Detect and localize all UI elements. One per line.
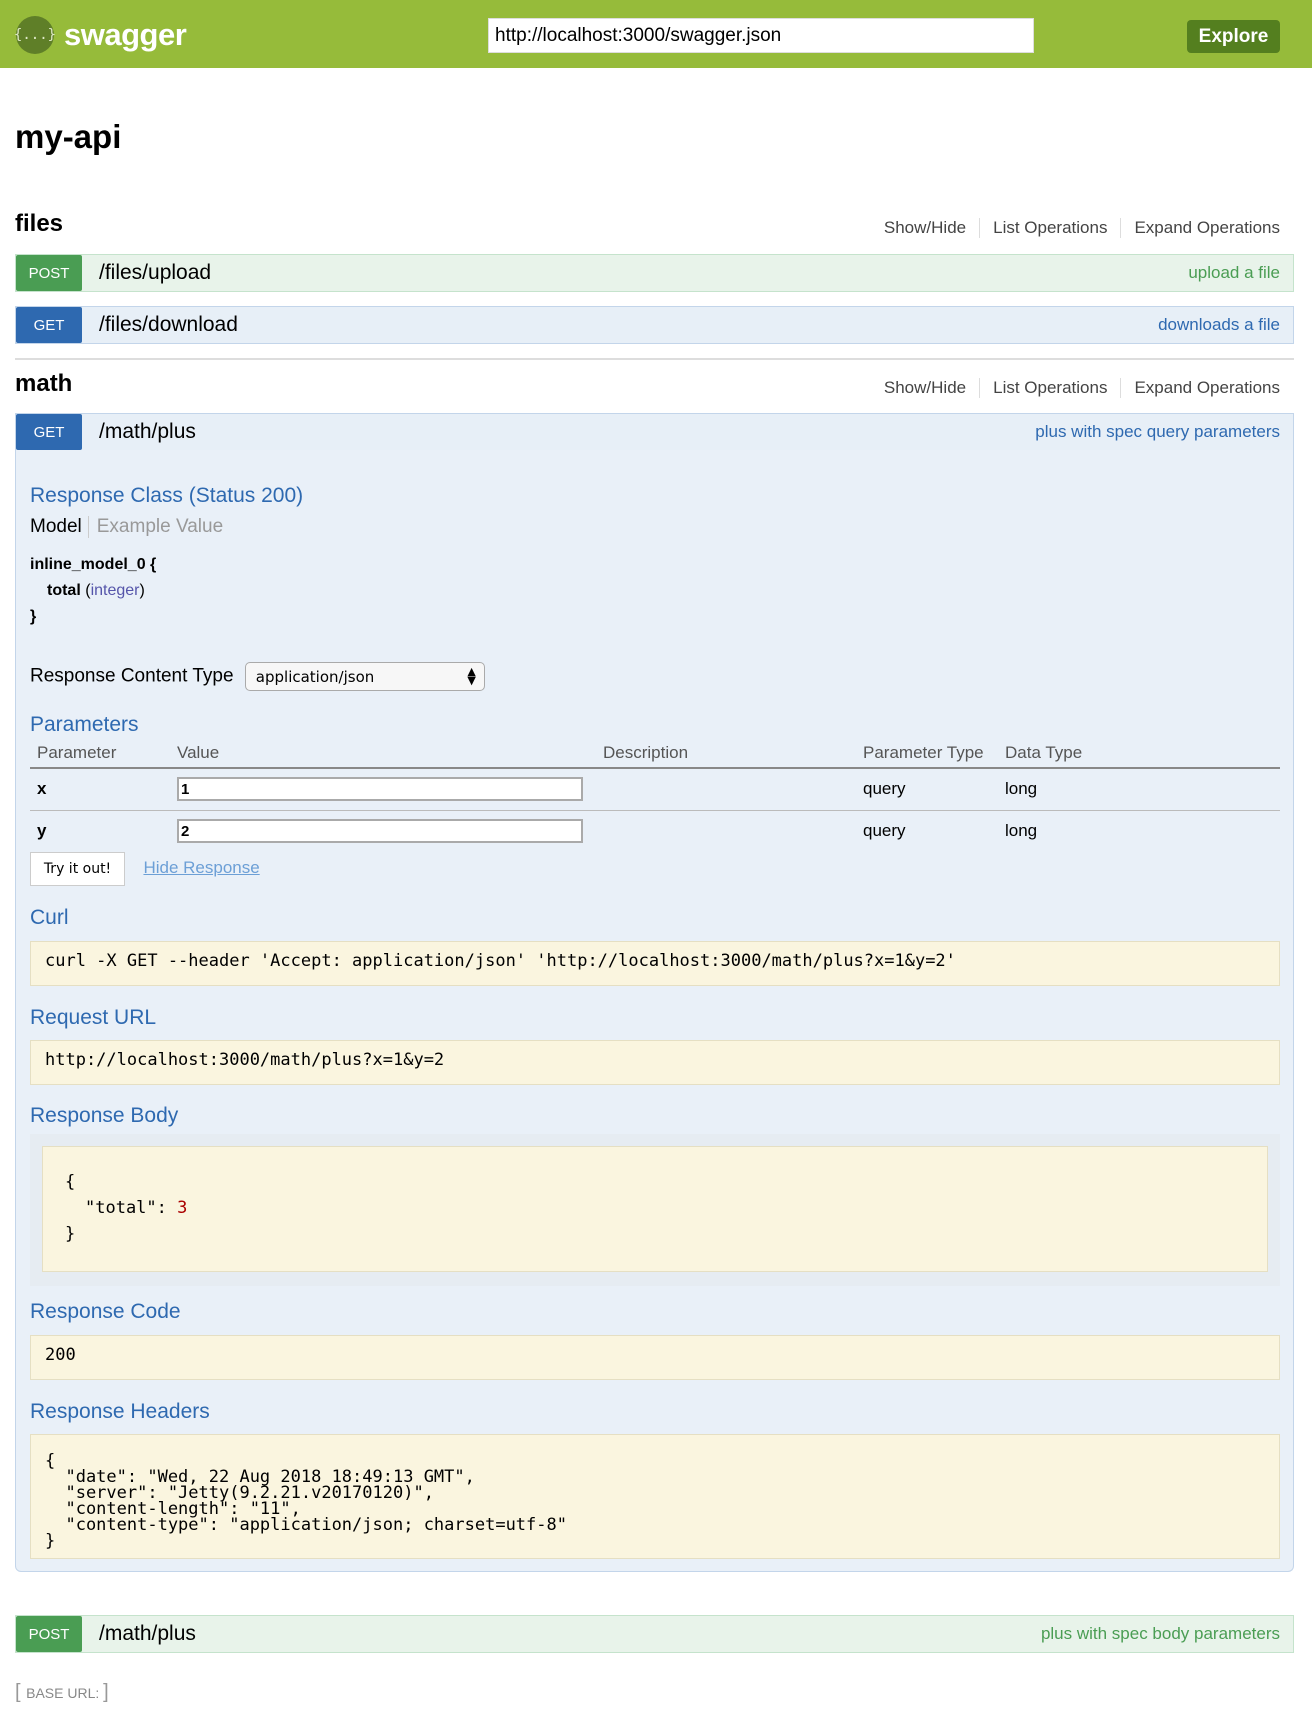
- model-close: }: [30, 608, 37, 625]
- logo-text: swagger: [64, 17, 187, 52]
- request-url: http://localhost:3000/math/plus?x=1&y=2: [30, 1040, 1280, 1085]
- content-type-value: application/json: [255, 668, 375, 686]
- swagger-logo[interactable]: {...} swagger: [14, 16, 187, 54]
- curl-command: curl -X GET --header 'Accept: applicatio…: [30, 941, 1280, 986]
- method-badge: POST: [16, 255, 82, 291]
- response-class-title: Response Class (Status 200): [30, 484, 304, 507]
- resource-header-files: files Show/Hide List Operations Expand O…: [15, 210, 1294, 238]
- operation-get-files-download[interactable]: GET /files/download downloads a file: [15, 306, 1294, 344]
- model-schema: inline_model_0 { total (integer) }: [30, 552, 156, 630]
- divider: [15, 358, 1294, 360]
- resource-name[interactable]: files: [15, 210, 64, 237]
- resource-header-math: math Show/Hide List Operations Expand Op…: [15, 370, 1294, 398]
- expand-operations-link[interactable]: Expand Operations: [1120, 218, 1280, 238]
- model-field: total: [47, 582, 81, 599]
- operation-summary[interactable]: plus with spec body parameters: [1040, 1624, 1280, 1643]
- parameters-title: Parameters: [30, 713, 139, 736]
- param-description: [596, 810, 856, 852]
- table-row: x query long: [30, 768, 1280, 811]
- method-badge: GET: [16, 307, 82, 343]
- top-bar: {...} swagger Explore: [0, 0, 1312, 68]
- response-code: 200: [30, 1335, 1280, 1380]
- col-value: Value: [170, 743, 596, 769]
- resource-name[interactable]: math: [15, 370, 73, 397]
- base-url-label: BASE URL:: [26, 1685, 104, 1701]
- request-url-title: Request URL: [30, 1006, 157, 1029]
- response-headers-title: Response Headers: [30, 1400, 210, 1423]
- show-hide-link[interactable]: Show/Hide: [883, 378, 967, 397]
- base-url-footer: [ BASE URL: ]: [15, 1681, 109, 1703]
- operation-details-panel: Response Class (Status 200) Model Exampl…: [15, 450, 1294, 1572]
- try-it-out-button[interactable]: Try it out!: [30, 852, 125, 886]
- col-parameter: Parameter: [30, 743, 170, 769]
- api-title: my-api: [15, 118, 122, 155]
- operation-path[interactable]: /math/plus: [99, 420, 196, 443]
- operation-get-math-plus[interactable]: GET /math/plus plus with spec query para…: [15, 413, 1294, 451]
- param-type: query: [863, 821, 906, 841]
- operation-path[interactable]: /files/download: [99, 313, 238, 336]
- operation-summary[interactable]: upload a file: [1188, 263, 1280, 282]
- operation-post-math-plus[interactable]: POST /math/plus plus with spec body para…: [15, 1615, 1294, 1653]
- paren: ): [139, 582, 145, 599]
- paren: (: [85, 582, 91, 599]
- response-body-title: Response Body: [30, 1104, 179, 1127]
- field-type: integer: [90, 582, 140, 599]
- param-name: x: [30, 768, 170, 811]
- json-brace: {: [65, 1172, 76, 1192]
- param-data-type: long: [998, 768, 1280, 811]
- model-name: inline_model_0 {: [30, 556, 157, 573]
- method-badge: POST: [16, 1616, 82, 1652]
- response-headers: { "date": "Wed, 22 Aug 2018 18:49:13 GMT…: [30, 1434, 1280, 1559]
- param-x-input[interactable]: [177, 777, 583, 802]
- show-hide-link[interactable]: Show/Hide: [883, 218, 967, 237]
- json-brace: }: [65, 1224, 76, 1244]
- content-type-row: Response Content Type application/json ▲ ▼: [30, 662, 485, 691]
- param-y-input[interactable]: [177, 819, 583, 844]
- response-code-title: Response Code: [30, 1300, 181, 1323]
- operation-summary[interactable]: downloads a file: [1158, 315, 1280, 334]
- model-tabs: Model Example Value: [30, 516, 223, 538]
- json-value: 3: [177, 1198, 188, 1218]
- submit-row: Try it out! Hide Response: [30, 852, 260, 886]
- curl-title: Curl: [30, 906, 69, 929]
- json-line: "total": 3: [65, 1195, 1245, 1221]
- json-key: "total":: [85, 1198, 178, 1218]
- select-arrows-icon: ▲ ▼: [467, 665, 476, 687]
- explore-button[interactable]: Explore: [1187, 20, 1280, 53]
- param-name: y: [37, 821, 47, 841]
- spec-url-input[interactable]: [488, 18, 1034, 53]
- content-type-select[interactable]: application/json ▲ ▼: [244, 662, 485, 691]
- param-description: [596, 768, 856, 811]
- response-body-wrapper: { "total": 3}: [30, 1134, 1280, 1286]
- param-data-type: long: [1005, 821, 1038, 841]
- list-operations-link[interactable]: List Operations: [979, 378, 1120, 398]
- operation-path[interactable]: /math/plus: [99, 1622, 196, 1645]
- expand-operations-link[interactable]: Expand Operations: [1120, 378, 1280, 398]
- col-data-type: Data Type: [998, 743, 1280, 769]
- method-badge: GET: [16, 414, 82, 450]
- swagger-logo-icon: {...}: [14, 16, 56, 54]
- hide-response-link[interactable]: Hide Response: [143, 858, 260, 877]
- tab-example-value[interactable]: Example Value: [96, 516, 224, 537]
- operation-post-files-upload[interactable]: POST /files/upload upload a file: [15, 254, 1294, 292]
- parameters-table: Parameter Value Description Parameter Ty…: [30, 743, 1280, 852]
- response-body: { "total": 3}: [42, 1146, 1268, 1272]
- param-type: query: [856, 768, 998, 811]
- col-parameter-type: Parameter Type: [856, 743, 998, 769]
- operation-summary[interactable]: plus with spec query parameters: [1035, 422, 1280, 441]
- operation-path[interactable]: /files/upload: [99, 261, 212, 284]
- content-type-label: Response Content Type: [30, 665, 234, 687]
- list-operations-link[interactable]: List Operations: [979, 218, 1120, 238]
- col-description: Description: [596, 743, 856, 769]
- tab-model[interactable]: Model: [30, 516, 89, 538]
- table-row: y query long: [30, 810, 1280, 852]
